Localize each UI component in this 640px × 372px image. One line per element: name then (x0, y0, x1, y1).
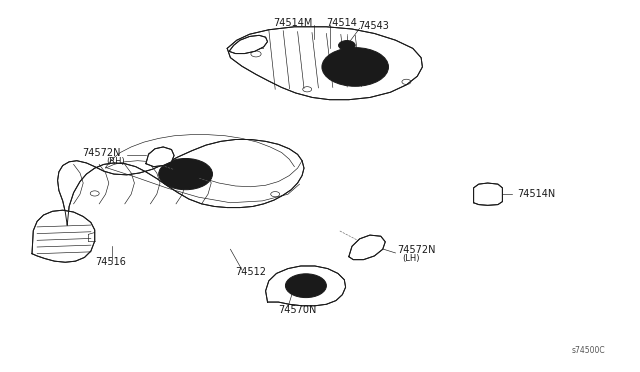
Text: s74500C: s74500C (571, 346, 605, 355)
Circle shape (336, 56, 374, 78)
Text: 74514: 74514 (326, 18, 357, 28)
Text: 74570N: 74570N (278, 305, 317, 314)
Text: 74514N: 74514N (517, 189, 556, 199)
Circle shape (339, 41, 355, 50)
Polygon shape (474, 183, 502, 205)
Polygon shape (227, 27, 422, 100)
Polygon shape (32, 210, 95, 262)
Text: 74572N: 74572N (397, 245, 435, 255)
Circle shape (322, 48, 388, 86)
Polygon shape (146, 147, 174, 167)
Text: 74512: 74512 (236, 267, 266, 277)
Polygon shape (229, 35, 268, 54)
Circle shape (159, 158, 212, 190)
Text: 74572N: 74572N (82, 148, 120, 157)
Text: (RH): (RH) (107, 157, 125, 166)
Polygon shape (349, 235, 385, 260)
Text: 74543: 74543 (358, 21, 389, 31)
Polygon shape (266, 266, 346, 306)
Circle shape (285, 274, 326, 298)
Circle shape (296, 280, 316, 292)
Text: (LH): (LH) (402, 254, 419, 263)
Circle shape (172, 166, 200, 182)
Polygon shape (58, 140, 304, 225)
Text: 74514M: 74514M (273, 18, 312, 28)
Text: 74516: 74516 (95, 257, 125, 267)
